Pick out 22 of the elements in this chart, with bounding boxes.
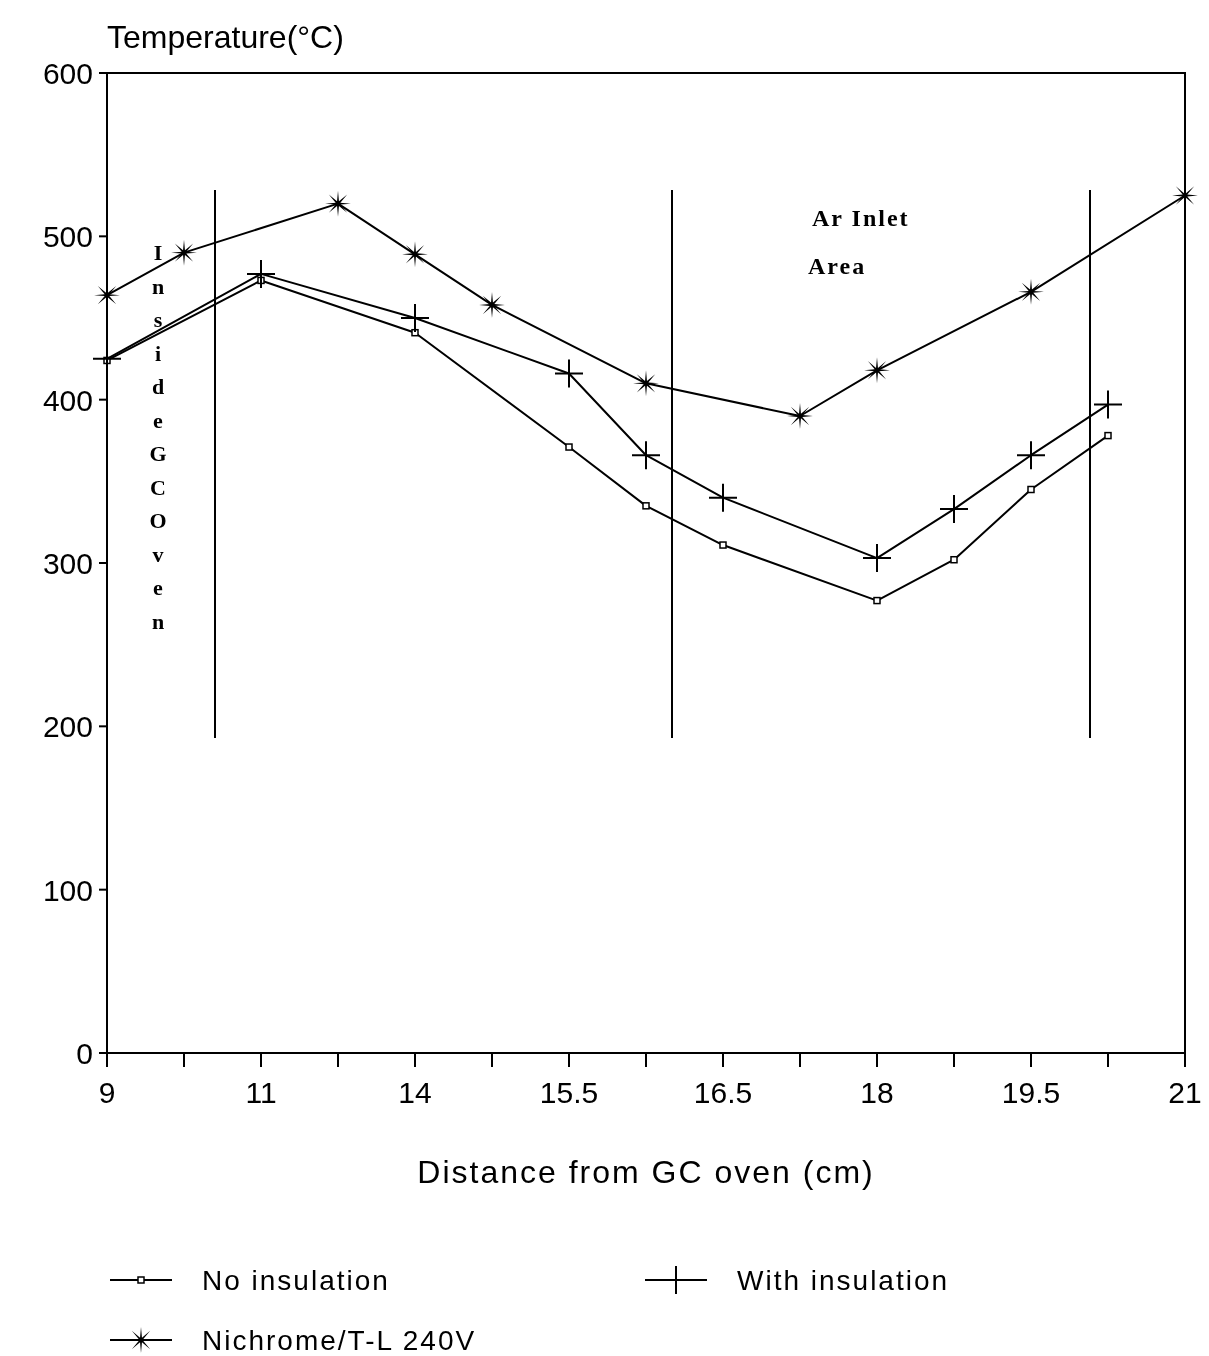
y-tick-label: 500 (42, 220, 93, 254)
legend-label: Nichrome/T-L 240V (202, 1325, 477, 1356)
legend-label: No insulation (202, 1265, 390, 1296)
x-tick-label: 19.5 (1001, 1076, 1061, 1109)
y-tick-label: 600 (42, 57, 93, 90)
y-axis-title: Temperature(°C) (107, 19, 344, 55)
y-tick-label: 300 (42, 547, 93, 580)
x-tick-label: 21 (1168, 1076, 1202, 1109)
text: Inside GC Oven (149, 240, 167, 634)
x-tick-label: 9 (98, 1076, 116, 1109)
x-tick-label: 11 (245, 1076, 277, 1109)
y-tick-label: 0 (76, 1037, 93, 1070)
x-tick-label: 18 (860, 1076, 894, 1109)
legend-label: With insulation (737, 1265, 950, 1296)
annotation: Ar Inlet Area (808, 205, 910, 279)
y-tick-label: 100 (42, 873, 93, 907)
x-axis-title: Distance from GC oven (cm) (417, 1154, 875, 1190)
y-tick-label: 200 (42, 710, 93, 744)
x-tick-label: 16.5 (693, 1076, 753, 1109)
x-tick-label: 15.5 (539, 1076, 599, 1109)
y-tick-label: 400 (42, 383, 93, 417)
x-tick-label: 14 (398, 1076, 432, 1109)
